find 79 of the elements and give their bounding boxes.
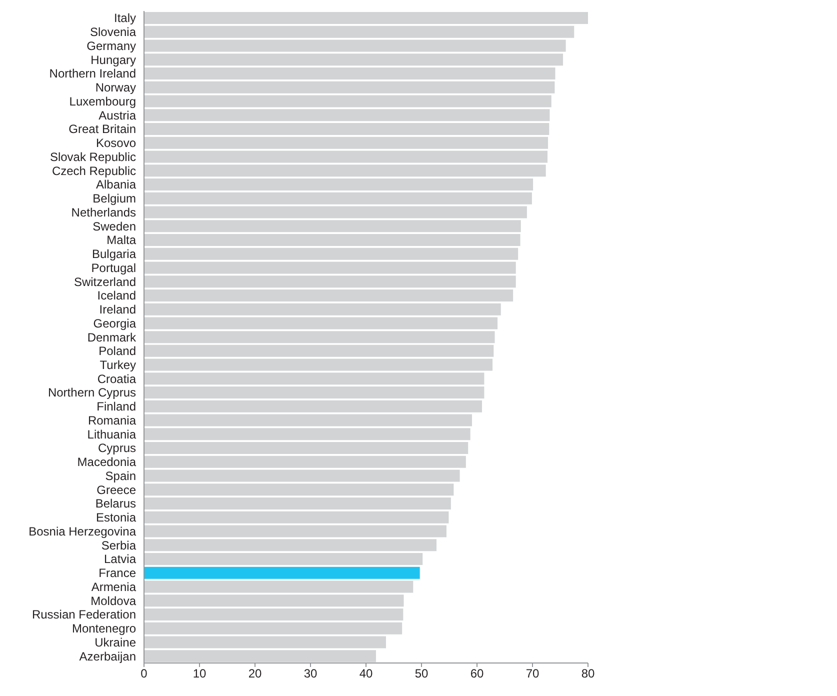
bar (144, 164, 546, 177)
y-tick-label: Great Britain (68, 122, 136, 136)
x-tick-label: 80 (581, 666, 595, 681)
y-tick-label: Armenia (91, 580, 136, 594)
y-tick-label: Belgium (92, 192, 136, 206)
y-tick-label: Italy (114, 11, 136, 26)
bar (144, 331, 495, 344)
y-tick-label: Switzerland (74, 274, 136, 289)
y-tick-label: Northern Cyprus (48, 386, 136, 400)
y-tick-label: Netherlands (71, 205, 136, 220)
bar (144, 553, 423, 566)
y-tick-label: Albania (96, 178, 136, 192)
y-tick-label: Bulgaria (92, 247, 136, 262)
bar (144, 344, 494, 357)
y-tick-label: Greece (96, 482, 136, 497)
y-tick-label: Czech Republic (52, 164, 136, 178)
y-tick-label: Croatia (97, 372, 136, 386)
y-tick-label: Romania (88, 413, 136, 428)
y-tick-label: Kosovo (96, 136, 136, 150)
bar (144, 276, 516, 288)
bar (144, 400, 482, 412)
bar (144, 456, 466, 468)
bar (144, 442, 468, 454)
y-tick-label: Spain (105, 468, 136, 483)
y-tick-label: Germany (86, 38, 136, 53)
bar (144, 608, 404, 621)
y-tick-label: Moldova (90, 594, 136, 608)
y-tick-label: Sweden (92, 219, 136, 234)
y-tick-label: Norway (95, 80, 136, 95)
bar (144, 178, 534, 190)
y-tick-label: Northern Ireland (49, 66, 136, 81)
y-tick-label: Cyprus (98, 441, 136, 456)
bar (144, 54, 564, 66)
y-tick-label: Turkey (100, 358, 136, 372)
bar (144, 566, 420, 579)
bar (144, 220, 521, 232)
y-tick-label: Serbia (101, 538, 136, 552)
y-tick-label: Slovak Republic (50, 150, 136, 164)
y-tick-label: Poland (98, 344, 136, 358)
y-tick-label: France (98, 566, 136, 580)
y-tick-label: Montenegro (72, 622, 136, 636)
bar (144, 109, 550, 122)
x-tick-label: 20 (248, 666, 262, 681)
y-tick-label: Russian Federation (32, 608, 136, 622)
bar (144, 122, 550, 135)
y-tick-label: Iceland (97, 288, 136, 303)
y-tick-label: Denmark (87, 330, 137, 344)
bar (144, 498, 451, 510)
y-tick-label: Bosnia Herzegovina (28, 524, 136, 538)
x-tick-label: 10 (192, 666, 206, 681)
bar (144, 511, 449, 524)
bar (144, 622, 402, 634)
bar (144, 67, 556, 80)
y-tick-label: Luxembourg (69, 94, 136, 108)
y-tick-label: Lithuania (87, 427, 136, 442)
bar (144, 289, 514, 302)
y-tick-label: Latvia (104, 552, 136, 566)
y-tick-label: Finland (96, 400, 136, 414)
y-tick-label: Macedonia (77, 455, 136, 470)
x-tick-label: 40 (359, 666, 373, 681)
y-tick-label: Georgia (93, 316, 136, 330)
x-tick-label: 0 (140, 666, 148, 681)
y-tick-label: Slovenia (90, 25, 136, 40)
x-tick-label: 50 (414, 666, 428, 681)
y-tick-label: Ukraine (94, 635, 136, 650)
bar (144, 12, 588, 24)
y-tick-label: Malta (106, 233, 136, 248)
x-tick-label: 30 (304, 666, 318, 681)
y-tick-label: Ireland (99, 302, 136, 317)
y-tick-label: Portugal (91, 260, 136, 275)
x-tick-label: 60 (470, 666, 484, 681)
bar (144, 234, 520, 246)
y-tick-label: Austria (98, 108, 136, 122)
x-tick-label: 70 (526, 666, 540, 681)
y-tick-label: Hungary (90, 52, 136, 67)
bar (144, 386, 484, 399)
y-tick-label: Azerbaijan (79, 649, 136, 664)
y-tick-label: Belarus (95, 496, 136, 511)
y-tick-label: Estonia (96, 510, 136, 525)
